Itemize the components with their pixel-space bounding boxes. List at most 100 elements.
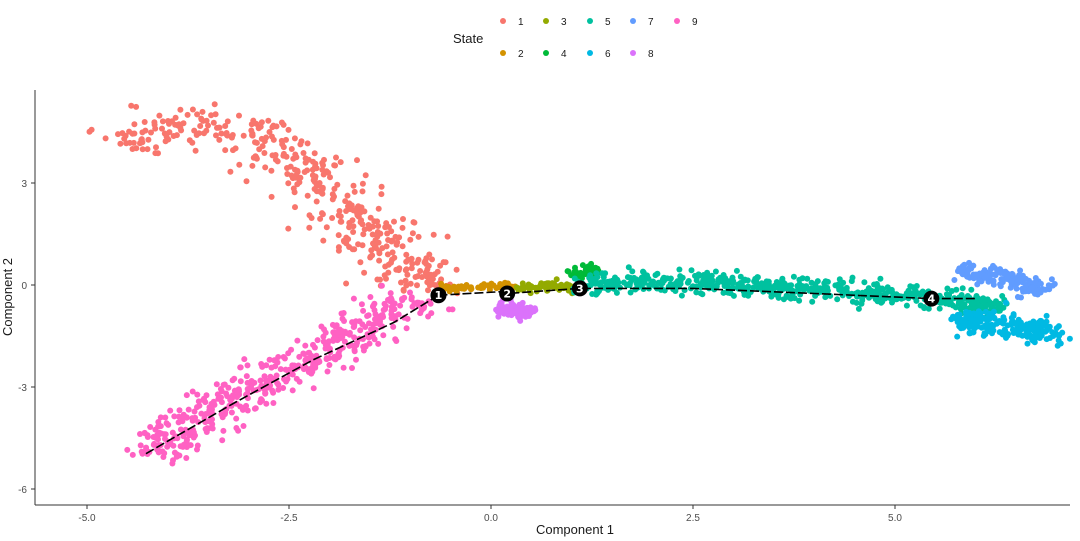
point <box>355 203 362 210</box>
point <box>213 381 220 388</box>
point <box>222 147 229 154</box>
point <box>374 233 381 240</box>
point <box>166 129 173 136</box>
point <box>133 103 140 110</box>
point <box>859 297 866 304</box>
point <box>811 284 818 291</box>
point <box>129 146 136 152</box>
point <box>151 119 158 126</box>
point <box>835 281 842 288</box>
point <box>514 285 521 292</box>
point <box>389 249 396 256</box>
branch-point-label: 3 <box>576 282 584 295</box>
point <box>369 231 376 238</box>
point <box>527 290 534 297</box>
point <box>263 362 270 369</box>
point <box>210 119 217 126</box>
point <box>1018 322 1025 329</box>
point <box>361 226 368 233</box>
point <box>383 243 390 250</box>
point <box>1043 323 1050 330</box>
point <box>167 407 174 414</box>
point <box>173 453 180 460</box>
axes: -5.0 -2.5 0.0 2.5 5.0 3 0 -3 -6 Component 1 Com… <box>0 90 1070 537</box>
point <box>593 270 600 277</box>
legend-swatch <box>500 18 506 24</box>
legend-item-state-6: 6 <box>587 49 611 60</box>
point <box>346 224 353 231</box>
point <box>249 162 256 169</box>
point <box>422 269 429 276</box>
point <box>351 188 358 195</box>
point <box>634 282 641 289</box>
point <box>349 246 356 253</box>
point <box>409 230 416 237</box>
point <box>366 225 373 232</box>
point <box>983 324 990 331</box>
point <box>667 280 674 287</box>
point <box>320 162 326 169</box>
legend-swatch <box>630 50 636 56</box>
point <box>629 268 636 275</box>
point <box>367 294 374 300</box>
point <box>128 102 135 109</box>
point <box>593 291 600 298</box>
point <box>306 224 313 231</box>
point <box>237 378 244 385</box>
legend-swatch <box>630 18 636 24</box>
point <box>191 127 198 134</box>
point <box>360 307 367 314</box>
point <box>203 429 210 435</box>
point <box>993 300 999 307</box>
point <box>1004 274 1011 281</box>
point <box>415 256 422 263</box>
point <box>274 380 281 386</box>
point <box>1001 317 1008 323</box>
point <box>288 346 295 353</box>
point <box>972 319 979 326</box>
point <box>320 171 327 178</box>
point <box>382 263 389 270</box>
point <box>139 139 146 146</box>
point <box>313 198 320 205</box>
point <box>291 135 298 142</box>
point <box>990 262 996 269</box>
point <box>162 414 169 421</box>
legend-swatch <box>500 50 506 56</box>
point <box>1031 320 1037 327</box>
point <box>799 283 806 289</box>
point <box>375 223 382 229</box>
point <box>505 305 512 312</box>
point <box>676 266 683 273</box>
point <box>587 282 594 289</box>
point <box>1036 287 1043 294</box>
point <box>165 421 172 428</box>
point <box>849 274 856 281</box>
point <box>796 276 803 283</box>
point <box>201 130 207 137</box>
point <box>209 425 216 432</box>
point <box>970 329 977 336</box>
point <box>321 156 327 163</box>
point <box>437 262 444 269</box>
point <box>1037 280 1044 287</box>
point <box>788 282 795 289</box>
point <box>302 342 309 349</box>
point <box>380 332 387 339</box>
point <box>982 331 989 338</box>
point <box>359 188 366 195</box>
point <box>876 297 883 304</box>
point <box>230 147 236 154</box>
series-state-9 <box>124 282 456 467</box>
point <box>156 431 163 438</box>
point <box>400 287 407 294</box>
point <box>688 267 695 274</box>
branch-point-label: 4 <box>928 293 936 306</box>
point <box>191 408 198 415</box>
point <box>196 130 202 137</box>
point <box>179 418 186 425</box>
point <box>194 446 200 453</box>
point <box>243 178 250 185</box>
point <box>177 124 184 131</box>
branch-point-1: 1 <box>430 287 447 304</box>
